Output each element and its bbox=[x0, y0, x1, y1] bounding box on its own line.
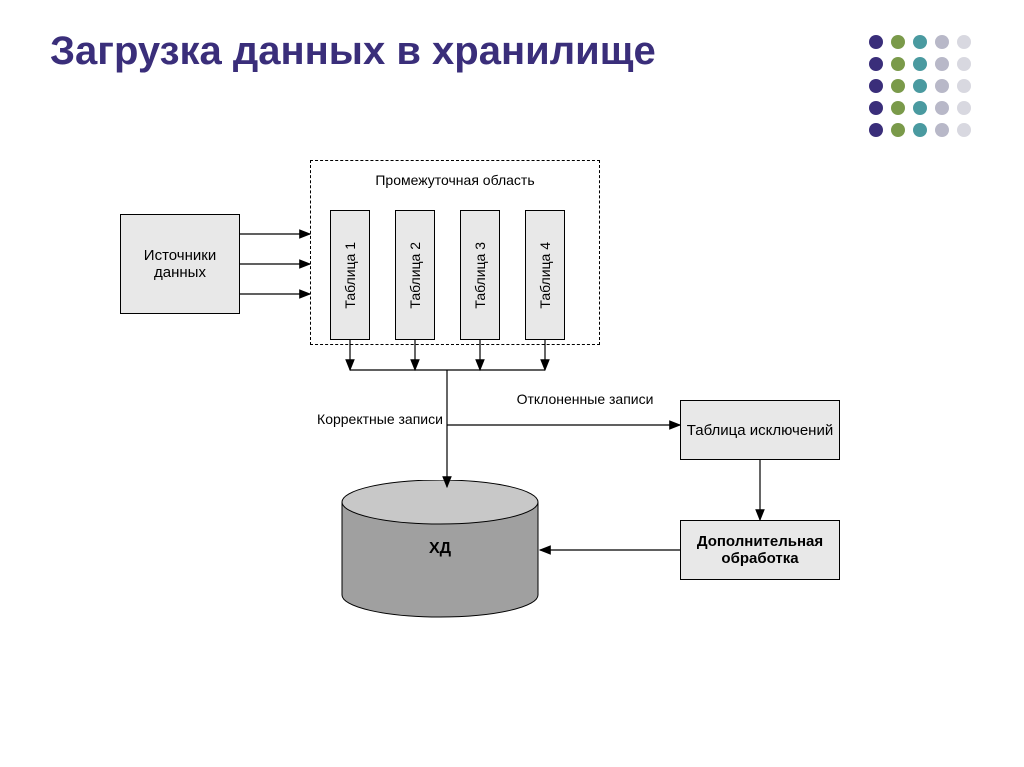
rejected-records-label: Отклоненные записи bbox=[515, 392, 655, 407]
decoration-dots bbox=[864, 30, 994, 160]
table4-label: Таблица 4 bbox=[537, 242, 553, 309]
flowchart: Источники данных Промежуточная область Т… bbox=[120, 160, 900, 660]
node-additional: Дополнительная обработка bbox=[680, 520, 840, 580]
node-sources: Источники данных bbox=[120, 214, 240, 314]
exceptions-label: Таблица исключений bbox=[687, 422, 833, 439]
table3-label: Таблица 3 bbox=[472, 242, 488, 309]
dw-label: ХД bbox=[340, 540, 540, 558]
additional-label: Дополнительная обработка bbox=[681, 533, 839, 567]
node-table4: Таблица 4 bbox=[525, 210, 565, 340]
correct-records-label: Корректные записи bbox=[315, 412, 445, 427]
staging-area-label: Промежуточная область bbox=[310, 172, 600, 188]
node-datawarehouse: ХД bbox=[340, 480, 540, 610]
node-table3: Таблица 3 bbox=[460, 210, 500, 340]
table1-label: Таблица 1 bbox=[342, 242, 358, 309]
node-table2: Таблица 2 bbox=[395, 210, 435, 340]
node-exceptions: Таблица исключений bbox=[680, 400, 840, 460]
table2-label: Таблица 2 bbox=[407, 242, 423, 309]
page-title: Загрузка данных в хранилище bbox=[50, 28, 656, 74]
node-sources-label: Источники данных bbox=[121, 247, 239, 281]
node-table1: Таблица 1 bbox=[330, 210, 370, 340]
